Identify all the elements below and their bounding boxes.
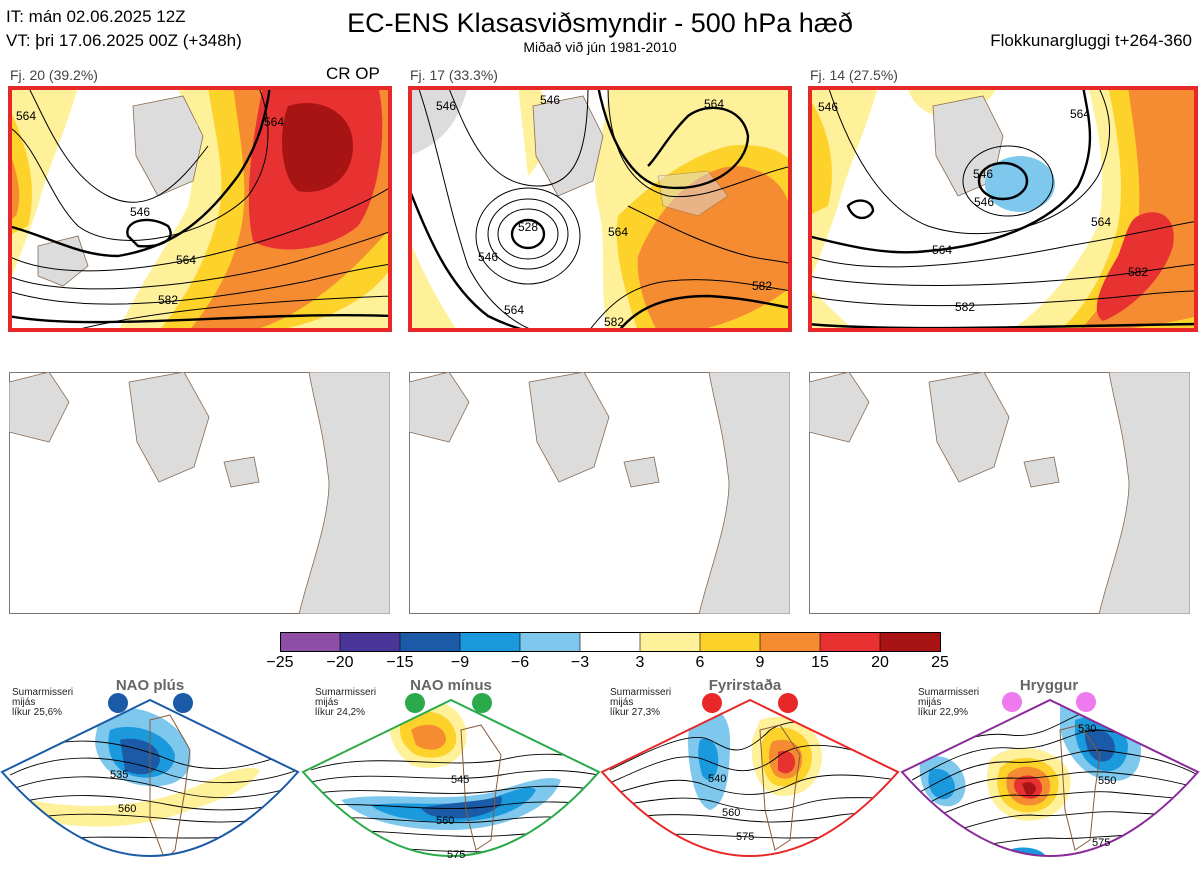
cluster-3-contour-label: 546 — [818, 100, 838, 114]
colorbar-swatch — [339, 632, 401, 652]
regime-4-contour-label: 550 — [1098, 775, 1116, 787]
cluster-3-map: 546 564 546 564 582 564 582 546 — [808, 86, 1198, 332]
colorbar-swatch — [819, 632, 881, 652]
cluster-3-contour-label: 582 — [1128, 265, 1148, 279]
cluster-1-contour-label: 582 — [158, 293, 178, 307]
page-subtitle: Miðað við jún 1981-2010 — [523, 39, 677, 55]
regime-3-marker — [702, 693, 722, 713]
cluster-1-contour-label: 564 — [176, 253, 196, 267]
regime-2-note: Sumarmisseri mijás líkur 24,2% — [315, 687, 377, 718]
regime-4-title: Hryggur — [1019, 677, 1079, 694]
regime-2-title: NAO mínus — [410, 677, 492, 694]
colorbar — [280, 632, 941, 652]
cluster-3-contour-label: 546 — [974, 195, 994, 209]
cluster-2-contour-label: 582 — [752, 279, 772, 293]
colorbar-swatch — [399, 632, 461, 652]
regime-1-marker — [173, 693, 193, 713]
colorbar-tick: −25 — [266, 654, 294, 671]
regime-4-contour-label: 530 — [1078, 723, 1096, 735]
colorbar-swatch — [519, 632, 581, 652]
regime-2-map: 545 560 575 — [301, 693, 601, 861]
valid-time: VT: þri 17.06.2025 00Z (+348h) — [6, 31, 242, 50]
colorbar-swatch — [759, 632, 821, 652]
regime-3-contour-label: 540 — [708, 773, 726, 785]
empty-map-2 — [409, 372, 790, 614]
regime-2-contour-label: 575 — [447, 849, 465, 861]
regime-3-note: Sumarmisseri mijás líkur 27,3% — [610, 687, 672, 718]
regime-1-title: NAO plús — [115, 677, 185, 694]
cluster-3-contour-label: 582 — [955, 300, 975, 314]
colorbar-swatch — [579, 632, 641, 652]
colorbar-tick: −9 — [450, 654, 470, 671]
regime-2-marker — [405, 693, 425, 713]
regime-2-contour-label: 545 — [451, 774, 469, 786]
cluster-1-contour-label: 564 — [16, 109, 36, 123]
regime-3-marker — [778, 693, 798, 713]
empty-map-3 — [809, 372, 1190, 614]
regime-1-marker — [108, 693, 128, 713]
classification-window: Flokkunargluggi t+264-360 — [990, 31, 1192, 50]
cluster-1-contour-label: 546 — [130, 205, 150, 219]
cluster-2-contour-label: 564 — [608, 225, 628, 239]
page-title: EC-ENS Klasasviðsmyndir - 500 hPa hæð — [347, 8, 853, 38]
cluster-2-map: 546 546 528 546 564 564 582 582 564 — [408, 86, 792, 332]
regime-2-marker — [472, 693, 492, 713]
regime-1-contour-label: 535 — [110, 769, 128, 781]
init-time: IT: mán 02.06.2025 12Z — [6, 7, 186, 26]
regime-3-contour-label: 575 — [736, 831, 754, 843]
cluster-2-frame — [408, 86, 792, 332]
colorbar-tick: −3 — [570, 654, 590, 671]
colorbar-swatch — [459, 632, 521, 652]
cluster-1-label: Fj. 20 (39.2%) — [10, 67, 98, 83]
regime-4-map: 530 550 575 — [900, 692, 1200, 857]
regime-4-marker — [1002, 692, 1022, 712]
regime-3-title: Fyrirstaða — [708, 677, 782, 694]
cluster-2-contour-label: 564 — [504, 303, 524, 317]
colorbar-ticks: −25 −20 −15 −9 −6 −3 3 6 9 15 20 25 — [0, 654, 1200, 674]
cluster-2-contour-label: 546 — [478, 250, 498, 264]
regime-4-note: Sumarmisseri mijás líkur 22,9% — [918, 687, 980, 718]
cluster-3-contour-label: 546 — [973, 167, 993, 181]
header-info: IT: mán 02.06.2025 12Z VT: þri 17.06.202… — [6, 5, 242, 53]
regime-4-contour-label: 575 — [1092, 837, 1110, 849]
regime-4-marker — [1076, 692, 1096, 712]
colorbar-tick: 6 — [695, 654, 705, 671]
colorbar-swatch — [639, 632, 701, 652]
cluster-2-contour-label: 528 — [518, 220, 538, 234]
regime-2-contour-label: 560 — [436, 815, 454, 827]
colorbar-swatch — [280, 632, 341, 652]
colorbar-tick: 15 — [811, 654, 829, 671]
colorbar-swatch — [879, 632, 941, 652]
colorbar-tick: −6 — [510, 654, 530, 671]
regime-3-map: 540 560 575 — [600, 693, 900, 857]
cluster-3-label: Fj. 14 (27.5%) — [810, 67, 898, 83]
colorbar-tick: 9 — [755, 654, 765, 671]
empty-map-1 — [9, 372, 390, 614]
cluster-2-contour-label: 564 — [704, 97, 724, 111]
regime-1-note: Sumarmisseri mijás líkur 25,6% — [12, 687, 74, 718]
cluster-3-contour-label: 564 — [1070, 107, 1090, 121]
cluster-1-op-label: CR OP — [326, 64, 380, 83]
colorbar-tick: −15 — [386, 654, 414, 671]
regime-1-map: 535 560 — [0, 693, 300, 857]
colorbar-tick: 3 — [635, 654, 645, 671]
colorbar-tick: 20 — [871, 654, 889, 671]
colorbar-tick: 25 — [931, 654, 949, 671]
regime-3-contour-label: 560 — [722, 807, 740, 819]
cluster-3-contour-label: 564 — [1091, 215, 1111, 229]
cluster-1-map: 564 546 564 582 564 — [8, 86, 392, 332]
cluster-2-label: Fj. 17 (33.3%) — [410, 67, 498, 83]
cluster-2-contour-label: 546 — [540, 93, 560, 107]
colorbar-swatch — [699, 632, 761, 652]
cluster-3-contour-label: 564 — [932, 243, 952, 257]
cluster-2-contour-label: 546 — [436, 99, 456, 113]
cluster-2-contour-label: 582 — [604, 315, 624, 329]
cluster-1-op-frame — [8, 86, 392, 332]
regime-1-contour-label: 560 — [118, 803, 136, 815]
colorbar-tick: −20 — [326, 654, 354, 671]
cluster-1-contour-label: 564 — [264, 115, 284, 129]
cluster-3-frame — [808, 86, 1198, 332]
